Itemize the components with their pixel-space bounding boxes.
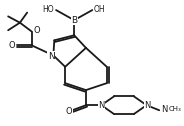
- Text: HO: HO: [43, 5, 54, 14]
- Text: N: N: [161, 105, 167, 114]
- Text: O: O: [66, 107, 72, 116]
- Text: N: N: [98, 101, 105, 110]
- Text: OH: OH: [94, 5, 106, 14]
- Text: B: B: [71, 16, 77, 25]
- Text: N: N: [144, 101, 151, 110]
- Text: N: N: [48, 52, 55, 61]
- Text: O: O: [9, 41, 15, 50]
- Text: O: O: [34, 26, 40, 35]
- Text: CH₃: CH₃: [169, 106, 181, 112]
